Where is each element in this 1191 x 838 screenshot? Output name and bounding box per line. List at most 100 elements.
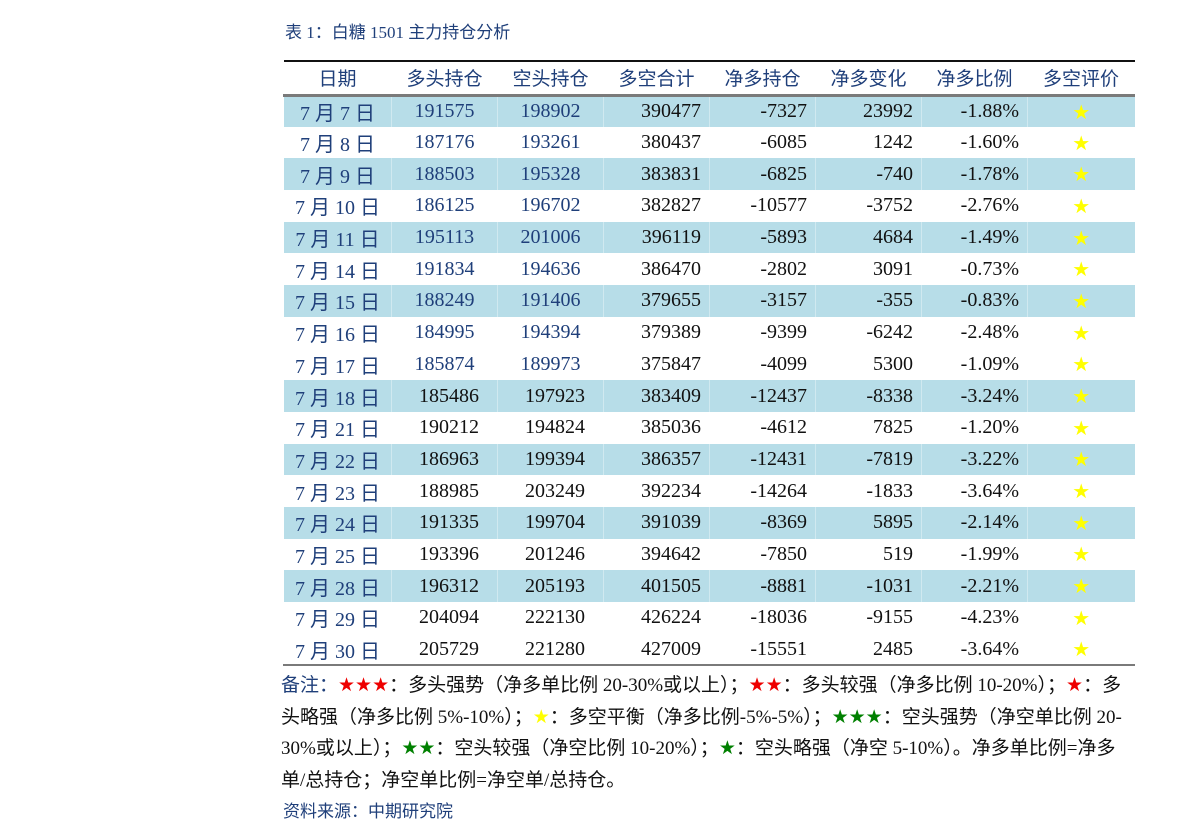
table-row: 7 月 17 日 185874 189973 375847 -4099 5300 -1.09… bbox=[283, 348, 1135, 381]
header-change: 净多变化 bbox=[830, 68, 907, 91]
cell-total: 401505 bbox=[603, 570, 710, 602]
cell-date: 7 月 23 日 bbox=[283, 475, 392, 507]
star-icon: ★ bbox=[1027, 190, 1135, 222]
header-ratio: 净多比例 bbox=[936, 68, 1013, 91]
note-text: ：多头略强（净多比例 5%-10%）； bbox=[281, 675, 1122, 728]
star-icon: ★ bbox=[1027, 506, 1135, 539]
cell-total: 386357 bbox=[603, 443, 710, 476]
cell-long: 184995 bbox=[391, 316, 498, 349]
cell-date: 7 月 22 日 bbox=[283, 443, 392, 476]
cell-short: 221280 bbox=[497, 633, 604, 666]
cell-long: 188985 bbox=[391, 475, 498, 507]
cell-ratio: -2.76% bbox=[921, 190, 1028, 222]
cell-net: -15551 bbox=[709, 633, 816, 666]
cell-short: 197923 bbox=[497, 380, 604, 412]
cell-long: 188503 bbox=[391, 158, 498, 191]
cell-ratio: -3.64% bbox=[921, 475, 1028, 507]
green-star-icon: ★ bbox=[718, 737, 736, 759]
cell-change: 23992 bbox=[815, 95, 922, 127]
cell-change: 7825 bbox=[815, 411, 922, 444]
cell-ratio: -0.73% bbox=[921, 253, 1028, 286]
cell-total: 383831 bbox=[603, 158, 710, 191]
table-row: 7 月 24 日 191335 199704 391039 -8369 5895 -2.14… bbox=[283, 506, 1135, 539]
cell-short: 222130 bbox=[497, 602, 604, 634]
cell-ratio: -1.99% bbox=[921, 538, 1028, 571]
star-icon: ★ bbox=[1027, 633, 1135, 666]
cell-short: 196702 bbox=[497, 190, 604, 222]
star-icon: ★ bbox=[1027, 602, 1135, 634]
cell-net: -4099 bbox=[709, 348, 816, 381]
header-date: 日期 bbox=[318, 68, 357, 91]
cell-net: -7327 bbox=[709, 95, 816, 127]
green-star-icon: ★★ bbox=[401, 737, 436, 759]
notes: 备注：★★★：多头强势（净多单比例 20-30%或以上）；★★：多头较强（净多比… bbox=[281, 670, 1131, 796]
cell-ratio: -2.14% bbox=[921, 506, 1028, 539]
star-icon: ★ bbox=[1027, 126, 1135, 159]
cell-date: 7 月 30 日 bbox=[283, 633, 392, 666]
cell-net: -4612 bbox=[709, 411, 816, 444]
cell-date: 7 月 10 日 bbox=[283, 190, 392, 222]
cell-change: -9155 bbox=[815, 602, 922, 634]
cell-ratio: -2.21% bbox=[921, 570, 1028, 602]
cell-total: 390477 bbox=[603, 95, 710, 127]
cell-change: 1242 bbox=[815, 126, 922, 159]
cell-date: 7 月 17 日 bbox=[283, 348, 392, 381]
table-row: 7 月 18 日 185486 197923 383409 -12437 -8338 -3.… bbox=[283, 380, 1135, 412]
cell-short: 199394 bbox=[497, 443, 604, 476]
cell-total: 427009 bbox=[603, 633, 710, 666]
cell-ratio: -0.83% bbox=[921, 285, 1028, 317]
cell-change: -8338 bbox=[815, 380, 922, 412]
table-row: 7 月 30 日 205729 221280 427009 -15551 2485 -3.6… bbox=[283, 633, 1135, 666]
cell-net: -8881 bbox=[709, 570, 816, 602]
cell-date: 7 月 7 日 bbox=[283, 95, 392, 127]
cell-net: -3157 bbox=[709, 285, 816, 317]
cell-short: 193261 bbox=[497, 126, 604, 159]
green-star-icon: ★★★ bbox=[831, 705, 883, 728]
cell-change: -1031 bbox=[815, 570, 922, 602]
cell-short: 205193 bbox=[497, 570, 604, 602]
cell-long: 205729 bbox=[391, 633, 498, 666]
cell-net: -12431 bbox=[709, 443, 816, 476]
cell-long: 196312 bbox=[391, 570, 498, 602]
cell-short: 195328 bbox=[497, 158, 604, 191]
table-row: 7 月 11 日 195113 201006 396119 -5893 4684 -1.49… bbox=[283, 221, 1135, 254]
cell-change: -6242 bbox=[815, 316, 922, 349]
cell-ratio: -3.22% bbox=[921, 443, 1028, 476]
cell-date: 7 月 24 日 bbox=[283, 506, 392, 539]
cell-date: 7 月 16 日 bbox=[283, 316, 392, 349]
table-row: 7 月 9 日 188503 195328 383831 -6825 -740 -1.78%… bbox=[283, 158, 1135, 191]
star-icon: ★ bbox=[1027, 348, 1135, 381]
cell-short: 198902 bbox=[497, 95, 604, 127]
note-text: ：空头较强（净空比例 10-20%）； bbox=[435, 738, 719, 759]
cell-total: 396119 bbox=[603, 221, 710, 254]
cell-ratio: -1.49% bbox=[921, 221, 1028, 254]
cell-total: 385036 bbox=[603, 411, 710, 444]
header-total: 多空合计 bbox=[618, 68, 695, 91]
table-row: 7 月 10 日 186125 196702 382827 -10577 -3752 -2.… bbox=[283, 190, 1135, 222]
cell-ratio: -1.88% bbox=[921, 95, 1028, 127]
cell-net: -5893 bbox=[709, 221, 816, 254]
cell-long: 193396 bbox=[391, 538, 498, 571]
red-star-icon: ★★★ bbox=[338, 674, 390, 696]
cell-long: 185486 bbox=[391, 380, 498, 412]
cell-change: -1833 bbox=[815, 475, 922, 507]
note-text: ：空头强势（净空单比例 20-30%或以上）； bbox=[281, 706, 1122, 760]
table-header-row: 日期 多头持仓 空头持仓 多空合计 净多持仓 净多变化 净多比例 多空评价 bbox=[283, 61, 1135, 95]
cell-total: 386470 bbox=[603, 253, 710, 286]
cell-ratio: -1.78% bbox=[921, 158, 1028, 191]
cell-total: 379655 bbox=[603, 285, 710, 317]
cell-ratio: -3.64% bbox=[921, 633, 1028, 666]
cell-net: -10577 bbox=[709, 190, 816, 222]
cell-date: 7 月 28 日 bbox=[283, 570, 392, 602]
cell-change: 4684 bbox=[815, 221, 922, 254]
table-row: 7 月 15 日 188249 191406 379655 -3157 -355 -0.83… bbox=[283, 285, 1135, 317]
cell-short: 201006 bbox=[497, 221, 604, 254]
header-long: 多头持仓 bbox=[406, 68, 483, 91]
cell-total: 379389 bbox=[603, 316, 710, 349]
cell-long: 187176 bbox=[391, 126, 498, 159]
cell-long: 186963 bbox=[391, 443, 498, 476]
star-icon: ★ bbox=[1027, 538, 1135, 571]
cell-long: 186125 bbox=[391, 190, 498, 222]
cell-net: -6085 bbox=[709, 126, 816, 159]
header-rating: 多空评价 bbox=[1042, 68, 1119, 91]
